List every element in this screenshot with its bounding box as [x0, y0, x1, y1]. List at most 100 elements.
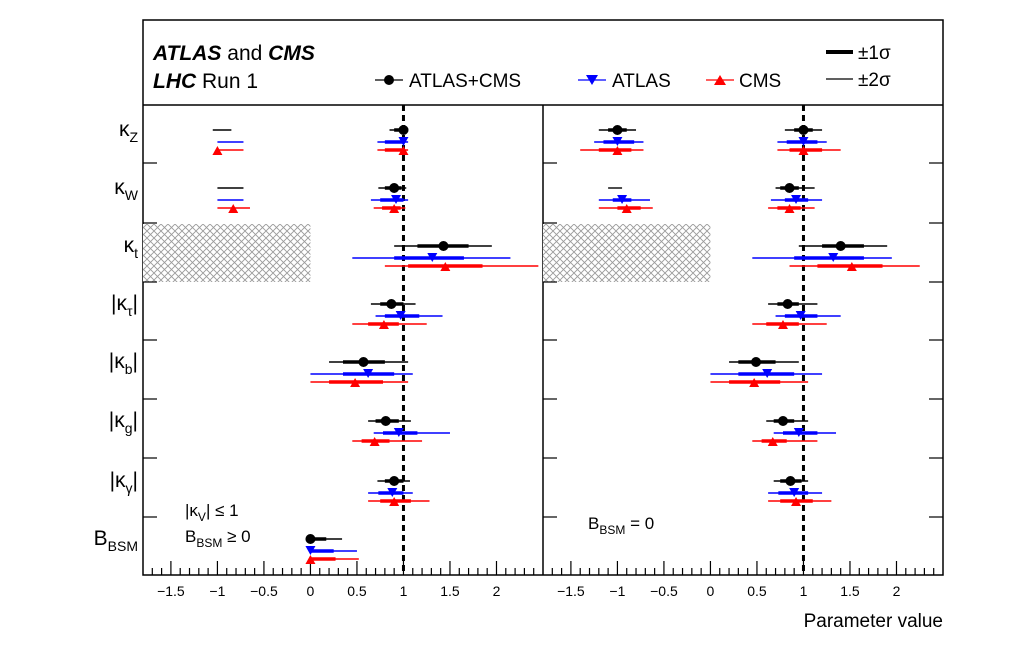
parameter-label: |κg|: [109, 409, 138, 436]
central-value-marker: [389, 204, 400, 213]
legend-label-sigma2: ±2σ: [858, 70, 891, 91]
x-tick-label: −0.5: [650, 583, 678, 599]
central-value-marker-negative: [612, 146, 623, 155]
header-run: LHC Run 1: [153, 70, 258, 93]
central-value-marker: [386, 299, 397, 309]
annotation-bbsm-zero: BBSM = 0: [588, 514, 654, 537]
central-value-marker-negative: [617, 195, 628, 204]
central-value-marker: [389, 476, 400, 486]
central-value-marker: [789, 488, 800, 497]
central-value-marker: [393, 428, 404, 437]
x-tick-label: −1.5: [157, 583, 185, 599]
central-value-marker: [391, 195, 402, 204]
annotation-left-panel: |κV| ≤ 1 BBSM ≥ 0: [185, 501, 251, 550]
central-value-marker: [358, 357, 369, 367]
legend-item-atlas: ATLAS: [578, 71, 671, 92]
annotation-bbsm0-sub: BSM: [599, 523, 625, 537]
central-value-marker: [749, 378, 760, 387]
legend-label-sigma1: ±1σ: [858, 43, 891, 64]
legend-item-sigma1: ±1σ: [826, 43, 891, 64]
central-value-marker: [363, 369, 374, 378]
reference-lines: [401, 105, 805, 575]
central-value-marker: [398, 146, 409, 155]
central-value-marker: [762, 369, 773, 378]
legend-item-sigma2: ±2σ: [826, 70, 891, 91]
header-lhc: LHC: [153, 70, 197, 93]
central-value-marker: [305, 534, 316, 544]
header-run1: Run 1: [196, 70, 258, 93]
header-experiments: ATLAS and CMS: [152, 42, 315, 65]
legend-marker-atlas: [586, 75, 598, 85]
central-value-marker: [440, 262, 451, 271]
x-tick-label: 0: [307, 583, 315, 599]
annotation-kv-main: |κ: [185, 501, 198, 520]
annotation-bbsm-constraint: BBSM ≥ 0: [185, 527, 251, 550]
x-tick-label: 1.5: [840, 583, 860, 599]
parameter-label: |κγ|: [110, 469, 138, 496]
central-value-marker: [398, 137, 409, 146]
central-value-marker: [387, 488, 398, 497]
central-value-marker: [782, 299, 793, 309]
x-tick-label: 1.5: [440, 583, 460, 599]
excluded-regions: [143, 224, 711, 282]
annotation-bbsm-rest: ≥ 0: [222, 527, 250, 546]
data-marks: [212, 125, 920, 564]
annotation-right-panel: BBSM = 0: [588, 514, 654, 537]
central-value-marker: [784, 204, 795, 213]
central-value-marker: [389, 497, 400, 506]
x-tick-label: 0.5: [747, 583, 767, 599]
legend: ATLAS+CMS ATLAS CMS ±1σ ±2σ: [375, 43, 891, 92]
central-value-marker: [798, 137, 809, 146]
central-value-marker: [369, 437, 380, 446]
central-value-marker: [751, 357, 762, 367]
legend-marker-combined: [384, 75, 394, 85]
central-value-marker-negative: [228, 204, 239, 213]
x-axis-title: Parameter value: [804, 611, 943, 632]
central-value-marker: [438, 241, 449, 251]
central-value-marker-negative: [612, 125, 623, 135]
central-value-marker: [350, 378, 361, 387]
central-value-marker-negative: [212, 146, 223, 155]
legend-marker-cms: [714, 75, 726, 85]
central-value-marker: [395, 311, 406, 320]
central-value-marker: [784, 183, 795, 193]
central-value-marker: [798, 146, 809, 155]
central-value-marker: [767, 437, 778, 446]
central-value-marker: [778, 416, 788, 426]
parameter-label: κZ: [119, 118, 139, 145]
annotation-bbsm0-main: B: [588, 514, 599, 533]
central-value-marker: [305, 555, 316, 564]
central-value-marker: [795, 311, 806, 320]
central-value-marker-negative: [621, 204, 632, 213]
x-tick-label: −1.5: [557, 583, 585, 599]
legend-label-atlas: ATLAS: [612, 71, 671, 92]
central-value-marker-negative: [612, 137, 623, 146]
annotation-kv-sub: V: [198, 510, 206, 524]
x-tick-label: 1: [800, 583, 808, 599]
excluded-region-kappa-t: [143, 224, 311, 282]
x-tick-label: −1: [209, 583, 225, 599]
central-value-marker: [798, 125, 809, 135]
x-tick-label: −1: [609, 583, 625, 599]
central-value-marker: [378, 320, 389, 329]
parameter-label: BBSM: [94, 527, 138, 554]
x-tick-label: 2: [493, 583, 501, 599]
annotation-kv-rest: | ≤ 1: [206, 501, 239, 520]
central-value-marker: [846, 262, 857, 271]
parameter-label: κW: [114, 176, 139, 203]
x-axis: −1.5 −1 −0.5 0 0.5 1 1.5 2 −1.5 −1 −0.5 0 0.5 1 1.5 2: [143, 162, 943, 599]
legend-label-combined: ATLAS+CMS: [409, 71, 521, 92]
central-value-marker: [791, 497, 802, 506]
central-value-marker: [778, 320, 788, 329]
parameter-label: |κτ|: [111, 292, 138, 319]
x-tick-label: 2: [893, 583, 901, 599]
parameter-label: |κb|: [109, 350, 138, 377]
parameter-label: κt: [124, 234, 139, 261]
x-tick-label: −0.5: [250, 583, 278, 599]
x-tick-label: 0: [707, 583, 715, 599]
central-value-marker: [791, 195, 802, 204]
annotation-bbsm0-rest: = 0: [625, 514, 654, 533]
x-tick-label: 0.5: [347, 583, 367, 599]
x-tick-label: 1: [400, 583, 408, 599]
